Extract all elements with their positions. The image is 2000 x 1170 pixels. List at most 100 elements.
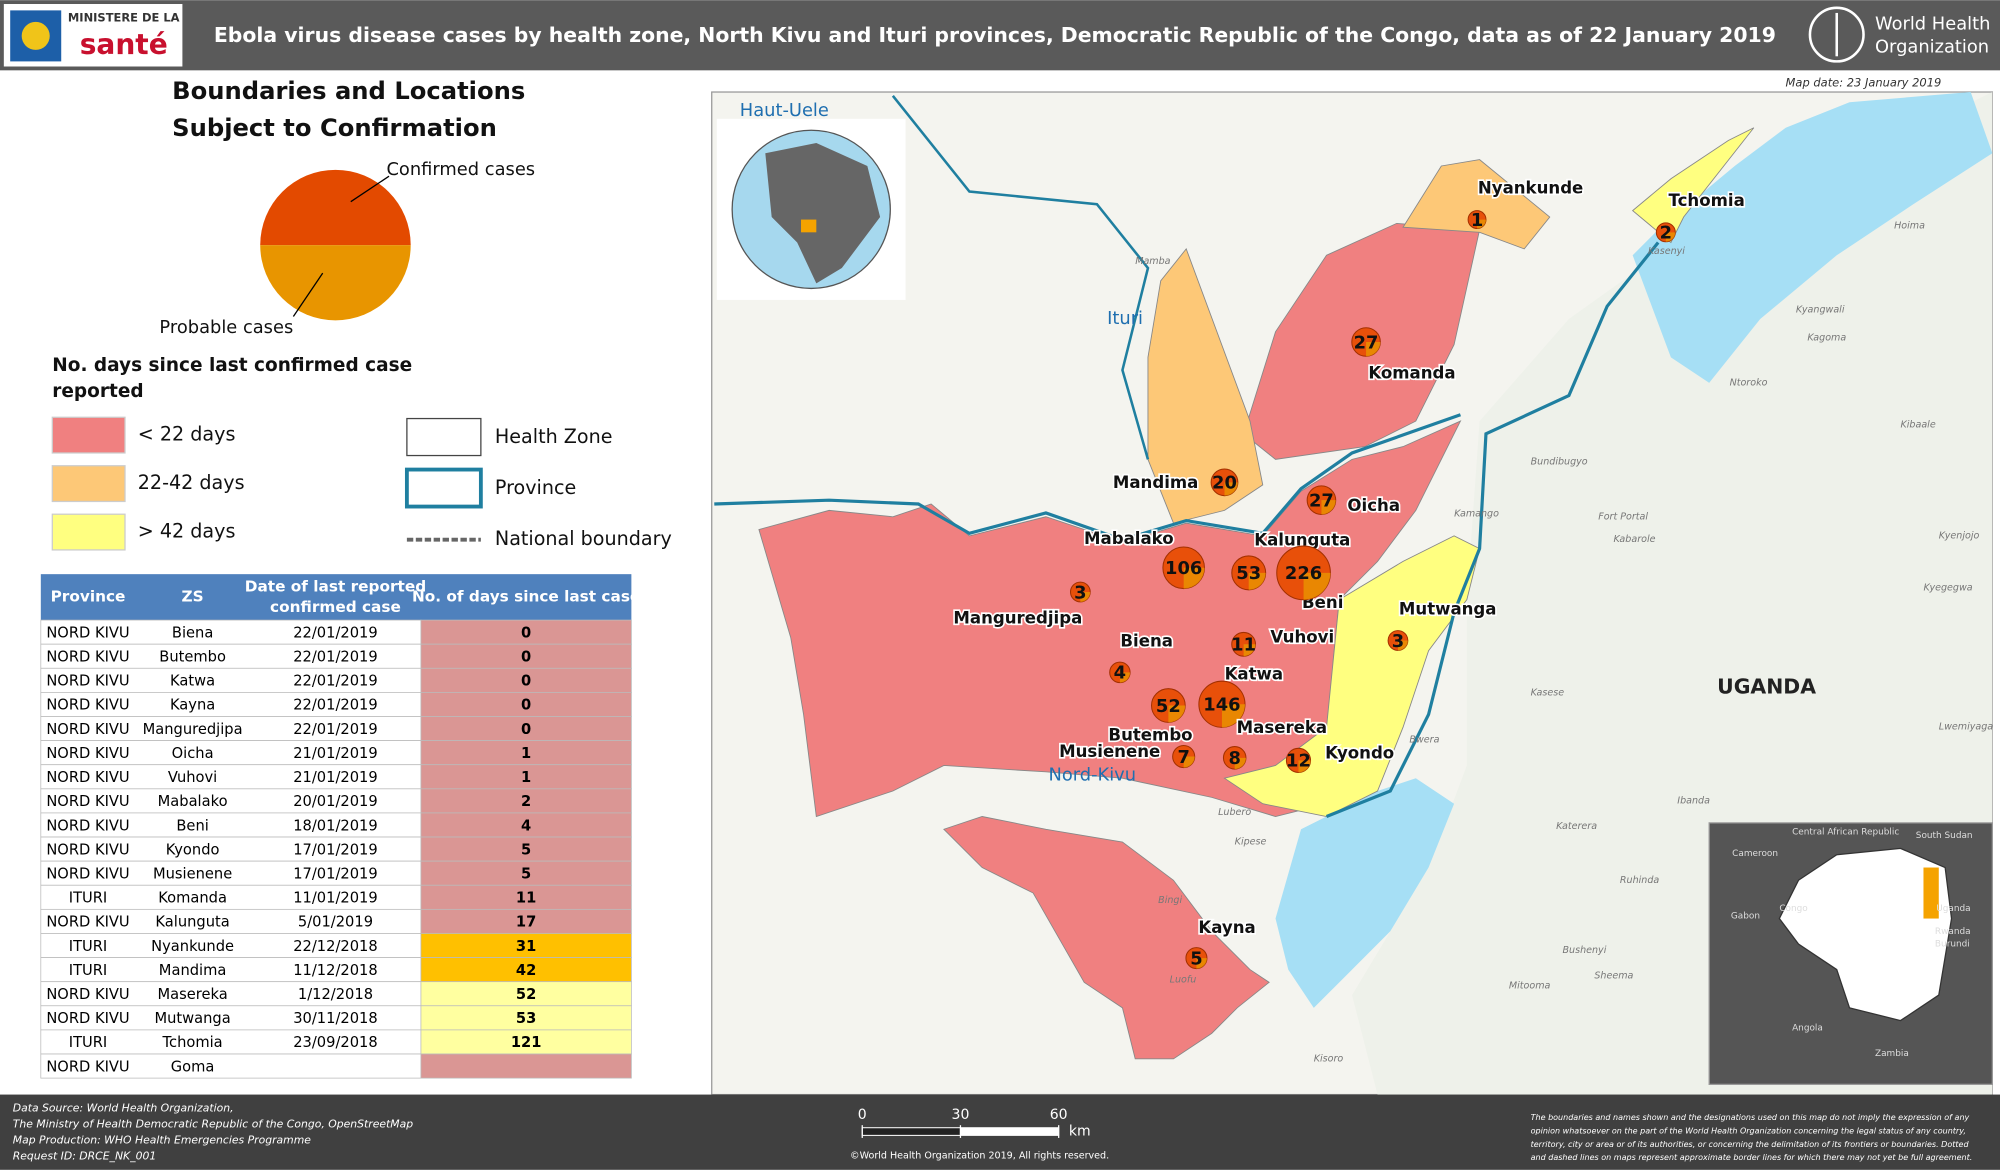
case-count: 53 [1236,563,1261,584]
zone-label: Kyondo [1325,744,1394,763]
days-label: 22-42 days [138,471,245,494]
zone-label: Tchomia [1668,191,1744,210]
scale-segment [861,1127,961,1136]
legend-line-label: National boundary [495,527,672,550]
place-label: Kipese [1235,837,1267,848]
days-cell [420,1029,632,1055]
table-cell: ITURI [69,962,108,979]
table-cell: Mandima [159,962,227,979]
row-bg [40,619,422,645]
table-cell: Kayna [170,697,215,714]
days-swatch [51,416,126,454]
table-cell: 20/01/2019 [293,793,377,810]
place-label: Lwemiyaga [1939,722,1994,733]
row-bg [40,643,422,669]
inset-label: Burundi [1935,940,1970,950]
probable-slice [1196,958,1207,969]
table-cell: 5 [521,841,531,858]
emblem [21,21,50,50]
table-cell: 4 [521,817,531,834]
table-cell: NORD KIVU [46,624,129,641]
probable-slice [1119,672,1131,683]
table-cell: 0 [521,697,531,714]
probable-slice [1303,572,1331,600]
case-count: 5 [1190,948,1202,969]
probable-slice [1298,760,1311,773]
table-cell: 22/01/2019 [293,673,377,690]
table-cell: 17 [516,914,536,931]
globe-highlight [801,219,817,233]
days-cell [420,764,632,790]
case-count: 3 [1074,582,1086,603]
province-label: Haut-Uele [740,100,829,121]
days-cell [420,957,632,983]
probable-slice [1234,757,1246,770]
probable-slice [1183,756,1195,768]
province-label: Ituri [1107,308,1143,329]
table-cell: 21/01/2019 [293,769,377,786]
table-cell: Nyankunde [151,938,234,955]
case-count: 20 [1212,473,1237,494]
table-cell: ITURI [69,938,108,955]
table-cell: 1/12/2018 [298,986,373,1003]
zone-red [758,420,1462,818]
case-count: 8 [1228,748,1240,769]
legend-heading: Boundaries and Locations [172,77,525,105]
scale-unit: km [1069,1124,1091,1140]
table-cell: NORD KIVU [46,865,129,882]
table-cell: NORD KIVU [46,673,129,690]
table-cell: NORD KIVU [46,841,129,858]
place-label: Lubero [1218,807,1251,818]
place-label: Kamango [1454,509,1499,520]
probable-slice [1168,705,1186,723]
table-cell: 22/01/2019 [293,649,377,666]
lake-albert [1632,92,1993,383]
inset-label: Uganda [1936,904,1970,914]
province-label: Nord-Kivu [1048,765,1136,786]
case-count: 1 [1471,210,1483,231]
place-label: Mamba [1135,256,1170,267]
inset-label: Zambia [1875,1049,1909,1059]
case-count: 12 [1286,751,1311,772]
table-cell: 30/11/2018 [293,1010,377,1027]
table-cell: 5/01/2019 [298,914,373,931]
pie-label: Probable cases [159,317,293,338]
case-count: 3 [1392,631,1404,652]
case-count: 146 [1203,695,1240,716]
table-cell: Manguredjipa [143,721,243,738]
table-cell: 17/01/2019 [293,841,377,858]
probable-slice [1397,640,1408,651]
inset-labels: Cameroon Central African Republic South Su… [1731,827,1973,1059]
days-cell [420,1053,632,1079]
legend-line-label: Province [495,476,576,499]
table-cell: Vuhovi [168,769,217,786]
row-bg [40,884,422,910]
table-cell: 11/12/2018 [293,962,377,979]
probable-slice [1665,232,1676,242]
zone-yellow [1223,535,1481,817]
days-cell [420,692,632,717]
table-cell: NORD KIVU [46,721,129,738]
table-cell: 11 [516,890,536,907]
legend-line-label: Health Zone [495,425,613,448]
zone-label: Mutwanga [1399,599,1497,618]
drc-outline [1778,847,1953,1022]
table-cell: Kyondo [166,841,220,858]
table-cell: NORD KIVU [46,649,129,666]
table-cell: Butembo [159,649,226,666]
place-label: Kibaale [1901,419,1936,430]
days-title: reported [52,381,143,402]
table-cell: 53 [516,1010,536,1027]
legend-zone-swatch [406,417,482,457]
row-bg [40,836,422,862]
legend-heading: Subject to Confirmation [172,114,497,142]
table-cell: 0 [521,624,531,641]
case-count: 27 [1309,490,1334,511]
zone-orange [1402,159,1551,250]
zone-label: Biena [1120,631,1173,650]
table-cell: Mabalako [158,793,228,810]
table-cell: 11/01/2019 [293,890,377,907]
probable-slice [1321,500,1336,515]
case-count: 2 [1660,223,1672,244]
